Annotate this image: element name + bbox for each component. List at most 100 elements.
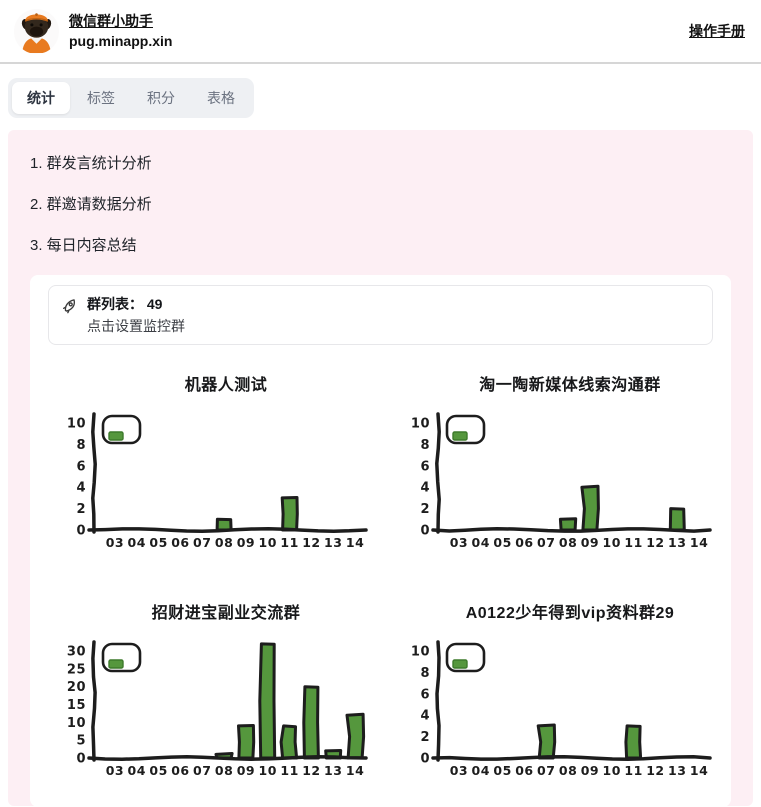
svg-text:05: 05 xyxy=(149,763,167,778)
svg-text:14: 14 xyxy=(690,535,708,550)
svg-text:0: 0 xyxy=(420,752,430,767)
svg-text:10: 10 xyxy=(259,535,277,550)
svg-text:06: 06 xyxy=(515,763,533,778)
svg-text:05: 05 xyxy=(493,535,511,550)
svg-text:05: 05 xyxy=(493,763,511,778)
svg-text:04: 04 xyxy=(128,763,146,778)
svg-text:0: 0 xyxy=(76,524,86,539)
svg-text:06: 06 xyxy=(171,535,189,550)
app-header: 微信群小助手 pug.minapp.xin 操作手册 xyxy=(0,0,761,64)
svg-text:09: 09 xyxy=(237,763,255,778)
svg-text:06: 06 xyxy=(515,535,533,550)
svg-text:03: 03 xyxy=(106,763,124,778)
group-list-box[interactable]: 群列表： 49 点击设置监控群 xyxy=(48,285,713,345)
svg-text:13: 13 xyxy=(324,535,342,550)
svg-text:10: 10 xyxy=(411,645,430,660)
svg-text:07: 07 xyxy=(537,763,555,778)
svg-text:5: 5 xyxy=(76,734,86,749)
svg-text:05: 05 xyxy=(149,535,167,550)
stats-panel: 1. 群发言统计分析 2. 群邀请数据分析 3. 每日内容总结 群列表： 49 … xyxy=(8,130,753,807)
chart-panel-1: 机器人测试 0 2 4 6 8 10 03 04 05 06 07 08 09 10 11 12 13 14 xyxy=(48,371,378,559)
svg-text:08: 08 xyxy=(215,535,233,550)
feature-item-1: 1. 群发言统计分析 xyxy=(30,155,152,172)
group-list-label: 群列表： xyxy=(87,296,143,312)
group-count: 49 xyxy=(146,296,163,312)
pug-avatar-icon xyxy=(14,9,59,53)
svg-text:10: 10 xyxy=(67,716,86,731)
svg-text:4: 4 xyxy=(420,481,430,496)
svg-text:03: 03 xyxy=(450,763,468,778)
svg-text:6: 6 xyxy=(420,459,430,474)
svg-text:10: 10 xyxy=(411,417,430,432)
svg-text:6: 6 xyxy=(420,687,430,702)
chart-title-3: 招财进宝副业交流群 xyxy=(151,605,301,622)
svg-text:0: 0 xyxy=(76,752,86,767)
svg-text:2: 2 xyxy=(420,730,430,745)
chart-panel-2: 淘一陶新媒体线索沟通群 0 2 4 6 8 10 03 04 05 06 07 08 09 10 11 12 1… xyxy=(392,371,722,559)
tab-labels[interactable]: 标签 xyxy=(87,90,115,106)
svg-text:14: 14 xyxy=(346,535,364,550)
svg-text:13: 13 xyxy=(668,763,686,778)
svg-text:11: 11 xyxy=(624,535,642,550)
svg-text:11: 11 xyxy=(280,763,298,778)
svg-text:8: 8 xyxy=(420,438,430,453)
svg-text:07: 07 xyxy=(537,535,555,550)
chart-title-1: 机器人测试 xyxy=(184,377,268,394)
svg-text:13: 13 xyxy=(668,535,686,550)
feature-item-3: 3. 每日内容总结 xyxy=(30,237,137,254)
svg-text:2: 2 xyxy=(420,502,430,517)
svg-text:4: 4 xyxy=(420,709,430,724)
svg-text:12: 12 xyxy=(646,763,664,778)
chart-panel-3: 招财进宝副业交流群 0 5 10 15 20 25 30 03 04 05 06 07 08 09 10 11… xyxy=(48,599,378,787)
svg-text:12: 12 xyxy=(302,535,320,550)
svg-text:12: 12 xyxy=(646,535,664,550)
app-domain: pug.minapp.xin xyxy=(69,33,173,50)
svg-text:11: 11 xyxy=(624,763,642,778)
svg-text:4: 4 xyxy=(76,481,86,496)
svg-text:10: 10 xyxy=(259,763,277,778)
svg-text:07: 07 xyxy=(193,535,211,550)
svg-text:06: 06 xyxy=(171,763,189,778)
charts-card: 群列表： 49 点击设置监控群 机器人测试 0 2 4 6 8 10 03 04 05 06 07 0… xyxy=(30,275,731,807)
tab-stats[interactable]: 统计 xyxy=(12,82,70,114)
svg-text:8: 8 xyxy=(76,438,86,453)
svg-text:13: 13 xyxy=(324,763,342,778)
svg-text:14: 14 xyxy=(346,763,364,778)
svg-text:03: 03 xyxy=(106,535,124,550)
app-name-link[interactable]: 微信群小助手 xyxy=(69,12,153,29)
svg-text:07: 07 xyxy=(193,763,211,778)
svg-text:04: 04 xyxy=(128,535,146,550)
tab-tables[interactable]: 表格 xyxy=(207,90,235,106)
svg-text:2: 2 xyxy=(76,502,86,517)
svg-text:10: 10 xyxy=(603,763,621,778)
feature-item-2: 2. 群邀请数据分析 xyxy=(30,196,152,213)
svg-text:25: 25 xyxy=(67,662,86,677)
svg-text:12: 12 xyxy=(302,763,320,778)
tabbar: 统计 标签 积分 表格 xyxy=(8,78,254,118)
charts-grid: 机器人测试 0 2 4 6 8 10 03 04 05 06 07 08 09 10 11 12 13 14 淘一… xyxy=(48,371,713,787)
svg-text:09: 09 xyxy=(237,535,255,550)
group-list-subtitle: 点击设置监控群 xyxy=(87,318,185,334)
svg-text:20: 20 xyxy=(67,680,86,695)
group-list-text: 群列表： 49 点击设置监控群 xyxy=(87,294,185,336)
svg-text:08: 08 xyxy=(559,763,577,778)
svg-text:14: 14 xyxy=(690,763,708,778)
svg-text:04: 04 xyxy=(472,763,490,778)
svg-text:10: 10 xyxy=(603,535,621,550)
manual-link[interactable]: 操作手册 xyxy=(689,23,745,39)
tabbar-wrap: 统计 标签 积分 表格 xyxy=(0,64,761,128)
svg-text:8: 8 xyxy=(420,666,430,681)
svg-text:30: 30 xyxy=(67,645,86,660)
svg-text:6: 6 xyxy=(76,459,86,474)
group-list-title: 群列表： 49 xyxy=(87,294,185,314)
pug-avatar xyxy=(14,8,59,54)
svg-text:08: 08 xyxy=(559,535,577,550)
tab-points[interactable]: 积分 xyxy=(147,90,175,106)
rocket-icon xyxy=(61,297,79,320)
svg-text:09: 09 xyxy=(581,535,599,550)
svg-text:09: 09 xyxy=(581,763,599,778)
